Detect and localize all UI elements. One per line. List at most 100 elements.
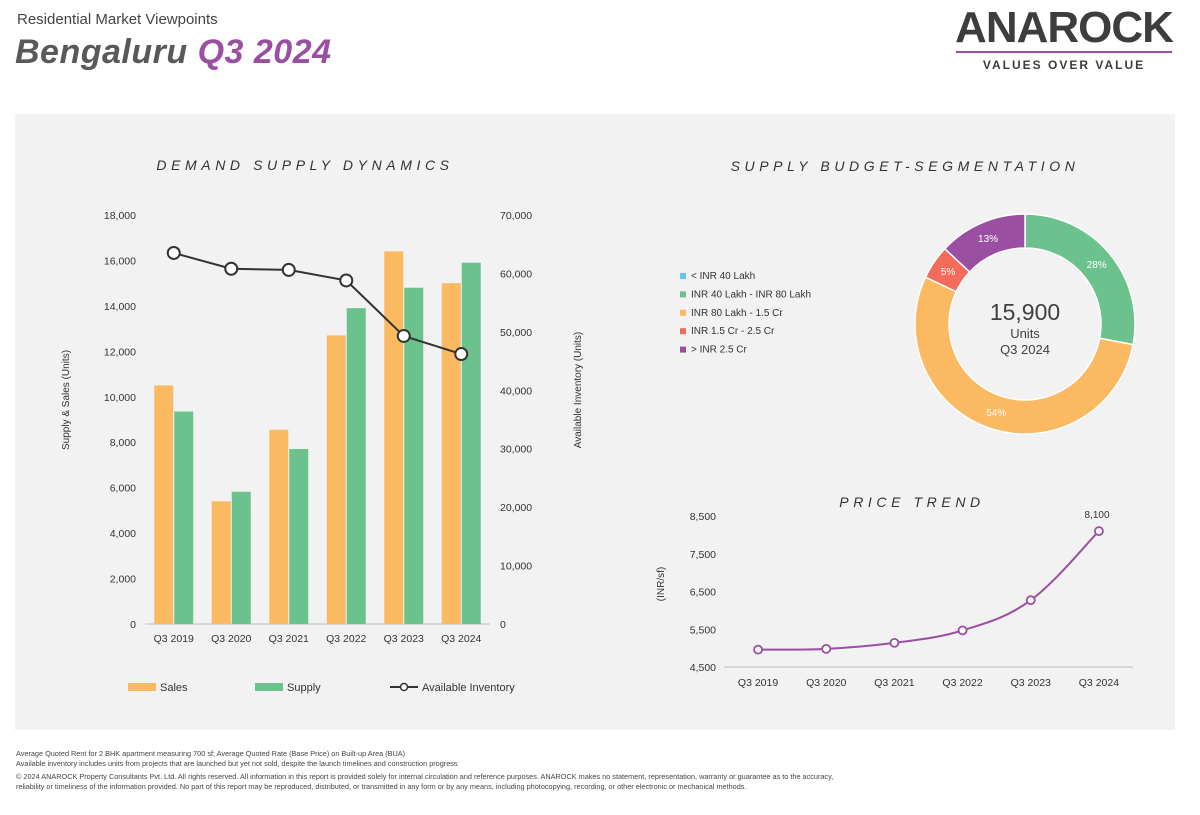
- logo-tagline: VALUES OVER VALUE: [982, 58, 1146, 72]
- price-xtick-label: Q3 2021: [874, 677, 914, 689]
- donut-center-unit: Units: [1010, 326, 1040, 341]
- legend-label: INR 40 Lakh - INR 80 Lakh: [691, 289, 811, 300]
- sales-bar: [326, 335, 346, 624]
- price-point: [821, 643, 832, 654]
- price-trend-chart: PRICE TREND (INR/sf) 4,500 5,500 6,500 7,50…: [656, 494, 1133, 689]
- legend-label: > INR 2.5 Cr: [691, 345, 748, 356]
- legend-sales-swatch: [128, 683, 156, 691]
- demand-ylabel: Supply & Sales (Units): [61, 350, 72, 450]
- inventory-line: [173, 252, 462, 356]
- demand-supply-chart: DEMAND SUPPLY DYNAMICS 0 2,000 4,000 6,000 8…: [61, 157, 584, 694]
- legend-swatch: [680, 328, 686, 335]
- report-subtitle: Residential Market Viewpoints: [17, 11, 218, 28]
- demand-ytick-label: 0: [130, 619, 136, 631]
- donut-slice-label: 28%: [1087, 260, 1107, 271]
- legend-label: < INR 40 Lakh: [691, 271, 755, 282]
- price-xtick-label: Q3 2024: [1079, 677, 1119, 689]
- legend-swatch: [680, 346, 686, 353]
- city-name: Bengaluru: [15, 33, 188, 71]
- legend-sales-label: Sales: [160, 682, 188, 694]
- donut-slice: [1024, 213, 1136, 346]
- inventory-point: [396, 328, 411, 343]
- inventory-point: [339, 273, 354, 288]
- legend-inventory-marker: [399, 682, 409, 692]
- legend-inventory-label: Available Inventory: [422, 682, 515, 694]
- demand-ytick-label: 12,000: [104, 346, 136, 358]
- price-point: [957, 625, 968, 636]
- demand-ytick-label: 8,000: [110, 437, 136, 449]
- inventory-point: [166, 245, 181, 260]
- price-ytick-label: 6,500: [690, 587, 716, 599]
- sales-bar: [384, 251, 404, 624]
- inventory-point: [454, 347, 469, 362]
- inventory-point: [224, 261, 239, 276]
- demand-xtick-label: Q3 2019: [154, 633, 194, 645]
- price-xtick-label: Q3 2023: [1011, 677, 1051, 689]
- price-ytick-label: 4,500: [690, 662, 716, 674]
- demand-ytick-label: 4,000: [110, 528, 136, 540]
- price-ylabel: (INR/sf): [656, 567, 667, 601]
- footer-note-rent: Average Quoted Rent for 2 BHK apartment …: [16, 749, 406, 758]
- legend-swatch: [680, 291, 686, 298]
- footer-disclaimer: © 2024 ANAROCK Property Consultants Pvt.…: [16, 772, 834, 791]
- demand-y2tick-label: 10,000: [500, 561, 532, 573]
- demand-y2tick-label: 30,000: [500, 444, 532, 456]
- footer-note-inventory: Available inventory includes units from …: [16, 759, 458, 768]
- supply-bar: [289, 449, 309, 624]
- logo-wordmark: ANAROCK: [955, 3, 1174, 52]
- demand-ytick-label: 18,000: [104, 210, 136, 222]
- legend-swatch: [680, 273, 686, 279]
- demand-xtick-label: Q3 2023: [384, 633, 424, 645]
- legend-swatch: [680, 309, 686, 316]
- donut-slice: [943, 213, 1026, 274]
- demand-y2tick-label: 40,000: [500, 385, 532, 397]
- demand-y2tick-label: 60,000: [500, 268, 532, 280]
- price-trend-line: [758, 530, 1100, 651]
- demand-y2tick-label: 70,000: [500, 210, 532, 222]
- supply-bar: [174, 411, 194, 624]
- demand-xtick-label: Q3 2024: [441, 633, 481, 645]
- sales-bar: [441, 283, 461, 624]
- price-xtick-label: Q3 2020: [806, 677, 846, 689]
- supply-bar: [404, 287, 424, 624]
- demand-ytick-label: 2,000: [110, 574, 136, 586]
- legend-label: INR 80 Lakh - 1.5 Cr: [691, 308, 783, 319]
- anarock-logo: ANAROCK VALUES OVER VALUE: [952, 3, 1176, 73]
- supply-bar: [231, 491, 251, 624]
- supply-bar: [461, 262, 481, 624]
- budget-segmentation-title: SUPPLY BUDGET-SEGMENTATION: [731, 158, 1080, 174]
- legend-supply-swatch: [255, 683, 283, 691]
- demand-ytick-label: 10,000: [104, 392, 136, 404]
- demand-y2tick-label: 50,000: [500, 327, 532, 339]
- demand-ytick-label: 6,000: [110, 483, 136, 495]
- demand-xtick-label: Q3 2020: [211, 633, 251, 645]
- legend-supply-label: Supply: [287, 682, 321, 694]
- logo-divider: [956, 51, 1172, 53]
- demand-ytick-label: 14,000: [104, 301, 136, 313]
- donut-slice-label: 13%: [978, 234, 998, 245]
- demand-y2tick-label: 20,000: [500, 502, 532, 514]
- price-ytick-label: 5,500: [690, 624, 716, 636]
- sales-bar: [269, 429, 289, 624]
- inventory-point: [281, 262, 296, 277]
- demand-supply-title: DEMAND SUPPLY DYNAMICS: [156, 157, 453, 173]
- price-point: [1025, 595, 1036, 606]
- report-title: Bengaluru Q3 2024: [15, 33, 332, 72]
- price-xtick-label: Q3 2022: [942, 677, 982, 689]
- demand-xtick-label: Q3 2021: [269, 633, 309, 645]
- donut-center-period: Q3 2024: [1000, 342, 1050, 357]
- price-xtick-label: Q3 2019: [738, 677, 778, 689]
- demand-xtick-label: Q3 2022: [326, 633, 366, 645]
- price-last-label: 8,100: [1084, 510, 1109, 521]
- price-trend-title: PRICE TREND: [839, 494, 985, 510]
- price-ytick-label: 8,500: [690, 511, 716, 523]
- price-point: [889, 637, 900, 648]
- donut-center-value: 15,900: [990, 299, 1060, 325]
- supply-bar: [346, 308, 366, 624]
- sales-bar: [211, 501, 231, 624]
- sales-bar: [154, 385, 174, 624]
- donut-slice: [914, 276, 1134, 435]
- price-point: [753, 644, 763, 655]
- donut-slice-label: 5%: [941, 267, 956, 278]
